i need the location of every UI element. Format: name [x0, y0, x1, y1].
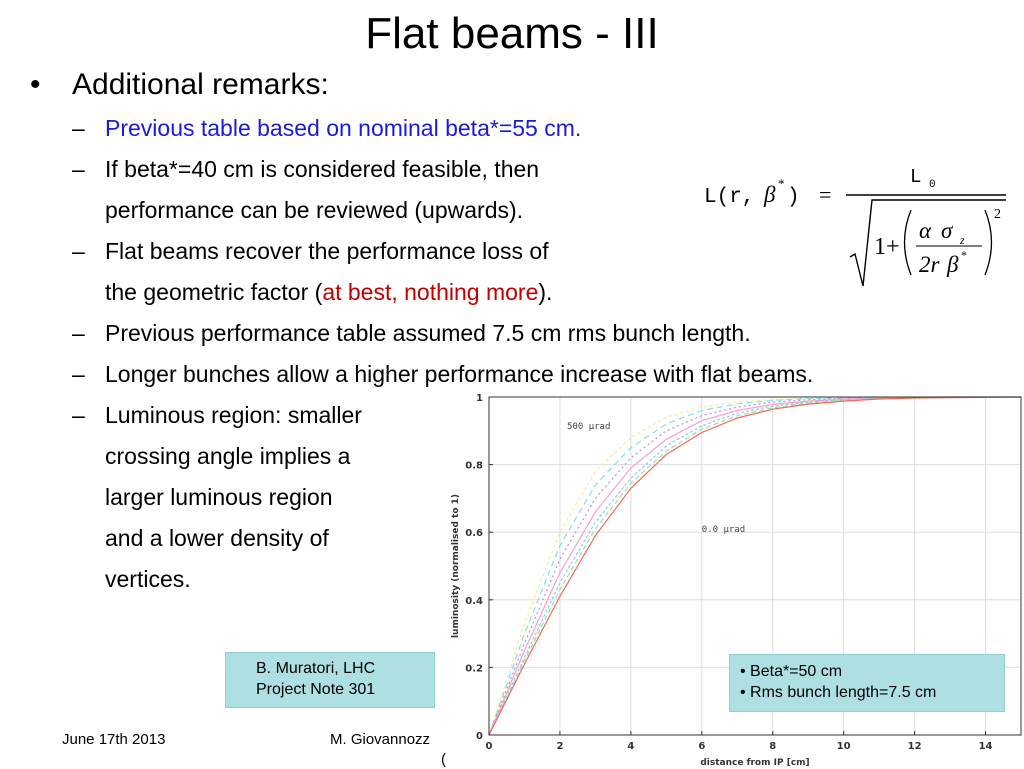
sub-bullet-line: Flat beams recover the performance loss …	[105, 231, 552, 272]
formula-lhs: L(r,	[704, 186, 754, 209]
sub-bullet-line: vertices.	[105, 559, 362, 600]
formula-power: 2	[994, 207, 1001, 222]
formula-beta: β	[763, 182, 776, 207]
text-run: and a lower density of	[105, 525, 329, 551]
formula-numerator: L	[910, 166, 921, 188]
dash-marker: –	[72, 156, 85, 182]
slide-title: Flat beams - III	[365, 9, 659, 58]
chart-annotation: 0.0 µrad	[702, 525, 745, 535]
sub-bullet-line: crossing angle implies a	[105, 436, 362, 477]
y-axis-label: luminosity (normalised to 1)	[451, 494, 461, 638]
series-line-6	[488, 396, 1022, 736]
dash-marker: –	[72, 320, 85, 346]
text-run: vertices.	[105, 566, 191, 592]
text-run: ).	[538, 279, 553, 305]
luminosity-formula: L(r, β * ) = L 0 1+ α σ z 2r β * 2	[704, 166, 1006, 287]
text-run: Flat beams recover the performance loss …	[105, 238, 549, 264]
text-run: the geometric factor (	[105, 279, 323, 305]
text-run: Previous table based on nominal beta*=55…	[105, 115, 582, 141]
reference-box: B. Muratori, LHC Project Note 301	[225, 652, 435, 708]
chart-annotations: 500 µrad 0.0 µrad	[567, 422, 745, 535]
formula-den-star: *	[961, 248, 967, 262]
footer-date: June 17th 2013	[62, 731, 166, 748]
luminosity-chart: 0 2 4 6 8 10 12 14 0 0.2 0.4 0.6 0.8 1 500 µrad 0.0 µr…	[451, 393, 1022, 768]
formula-den-beta: β	[946, 252, 959, 277]
x-tick-label: 8	[769, 741, 776, 752]
formula-den: 2r	[919, 252, 941, 277]
text-run: Longer bunches allow a higher performanc…	[105, 361, 814, 387]
text-run: Previous performance table assumed 7.5 c…	[105, 320, 751, 346]
parameter-item: • Beta*=50 cm	[740, 663, 843, 680]
footer-extra: (	[441, 751, 446, 768]
sub-bullet-line: performance can be reviewed (upwards).	[105, 190, 539, 231]
dash-marker: –	[72, 402, 85, 428]
x-tick-label: 0	[486, 741, 493, 752]
main-bullet-text: Additional remarks:	[72, 68, 329, 101]
sqrt-symbol	[849, 199, 1006, 287]
y-tick-label: 1	[476, 393, 483, 404]
formula-star: *	[778, 176, 785, 191]
sub-bullet-body: Longer bunches allow a higher performanc…	[105, 354, 813, 395]
series-line-2	[488, 396, 1021, 736]
chart-frame	[488, 396, 1022, 736]
sub-bullet-line: Previous performance table assumed 7.5 c…	[105, 313, 751, 354]
chart-tick-labels: 0 2 4 6 8 10 12 14 0 0.2 0.4 0.6 0.8 1	[465, 393, 992, 752]
sub-bullet-body: Flat beams recover the performance loss …	[105, 231, 552, 313]
sub-bullet-line: the geometric factor (at best, nothing m…	[105, 272, 552, 313]
formula-alpha: α	[919, 218, 932, 243]
parameters-box: • Beta*=50 cm • Rms bunch length=7.5 cm	[729, 654, 1005, 712]
reference-line-2: Project Note 301	[256, 681, 376, 698]
formula-sigma: σ	[941, 218, 954, 243]
x-tick-label: 14	[979, 741, 993, 752]
formula-numerator-sub: 0	[929, 179, 936, 191]
text-run: performance can be reviewed (upwards).	[105, 197, 524, 223]
text-run: crossing angle implies a	[105, 443, 351, 469]
formula-lhs-close: )	[787, 186, 800, 209]
sub-bullet-body: Luminous region: smaller crossing angle i…	[105, 395, 362, 600]
reference-line-1: B. Muratori, LHC	[256, 660, 376, 677]
x-axis-label: distance from IP [cm]	[700, 758, 809, 768]
dash-marker: –	[72, 115, 85, 141]
text-run: If beta*=40 cm is considered feasible, t…	[105, 156, 540, 182]
right-paren	[984, 209, 993, 276]
y-tick-label: 0	[476, 731, 483, 742]
text-run: Luminous region: smaller	[105, 402, 362, 428]
text-run: at best, nothing more	[322, 279, 539, 305]
y-tick-label: 0.4	[465, 596, 483, 607]
dash-marker: –	[72, 238, 85, 264]
formula-equals: =	[819, 182, 831, 207]
sub-bullet-body: Previous performance table assumed 7.5 c…	[105, 313, 751, 354]
sub-bullet-line: Previous table based on nominal beta*=55…	[105, 108, 581, 149]
x-tick-label: 10	[837, 741, 851, 752]
left-paren	[903, 209, 912, 276]
bullet-marker: •	[30, 68, 41, 101]
sub-bullet-line: If beta*=40 cm is considered feasible, t…	[105, 149, 539, 190]
x-tick-label: 12	[908, 741, 922, 752]
sub-bullet-line: and a lower density of	[105, 518, 362, 559]
y-tick-label: 0.8	[465, 461, 483, 472]
x-tick-label: 2	[556, 741, 563, 752]
chart-annotation: 500 µrad	[567, 422, 610, 432]
formula-sigma-sub: z	[959, 233, 965, 247]
x-tick-label: 6	[698, 741, 705, 752]
footer-author: M. Giovannozz	[330, 731, 431, 748]
sub-bullet-line: larger luminous region	[105, 477, 362, 518]
y-tick-label: 0.6	[465, 528, 483, 539]
x-tick-label: 4	[627, 741, 634, 752]
series-line-5	[488, 396, 1021, 736]
sub-bullet-line: Longer bunches allow a higher performanc…	[105, 354, 813, 395]
parameter-text: Rms bunch length=7.5 cm	[750, 684, 937, 701]
text-run: larger luminous region	[105, 484, 333, 510]
formula-one-plus: 1+	[874, 234, 900, 260]
sub-bullet-body: If beta*=40 cm is considered feasible, t…	[105, 149, 539, 231]
sub-bullet-body: Previous table based on nominal beta*=55…	[105, 108, 581, 149]
parameter-item: • Rms bunch length=7.5 cm	[740, 684, 937, 701]
dash-marker: –	[72, 361, 85, 387]
sub-bullet-line: Luminous region: smaller	[105, 395, 362, 436]
parameter-text: Beta*=50 cm	[750, 663, 843, 680]
y-tick-label: 0.2	[465, 663, 483, 674]
